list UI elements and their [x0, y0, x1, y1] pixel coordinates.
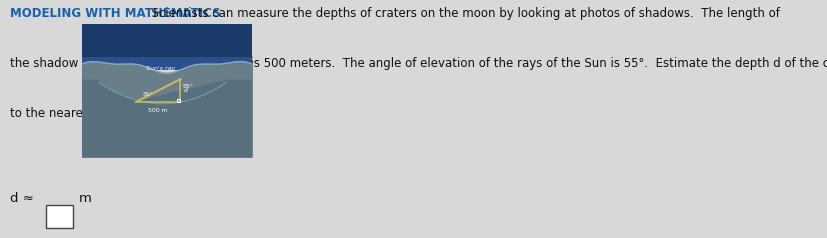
- Polygon shape: [82, 57, 251, 70]
- Text: 55°: 55°: [142, 92, 153, 97]
- Bar: [176, 99, 180, 102]
- Text: the shadow cast by the edge of a crater is 500 meters.  The angle of elevation o: the shadow cast by the edge of a crater …: [10, 57, 827, 70]
- Polygon shape: [82, 80, 251, 157]
- FancyBboxPatch shape: [46, 205, 73, 228]
- Polygon shape: [82, 24, 251, 61]
- Text: to the nearest tenth.: to the nearest tenth.: [10, 107, 133, 120]
- Text: Scientists can measure the depths of craters on the moon by looking at photos of: Scientists can measure the depths of cra…: [144, 7, 779, 20]
- Text: MODELING WITH MATHEMATICS: MODELING WITH MATHEMATICS: [10, 7, 221, 20]
- Text: d ≈: d ≈: [10, 192, 34, 205]
- Text: d: d: [184, 88, 187, 93]
- Text: m: m: [79, 192, 92, 205]
- Text: Sun's ray: Sun's ray: [146, 66, 175, 71]
- Text: 55°: 55°: [183, 84, 194, 89]
- Text: 500 m: 500 m: [148, 109, 168, 114]
